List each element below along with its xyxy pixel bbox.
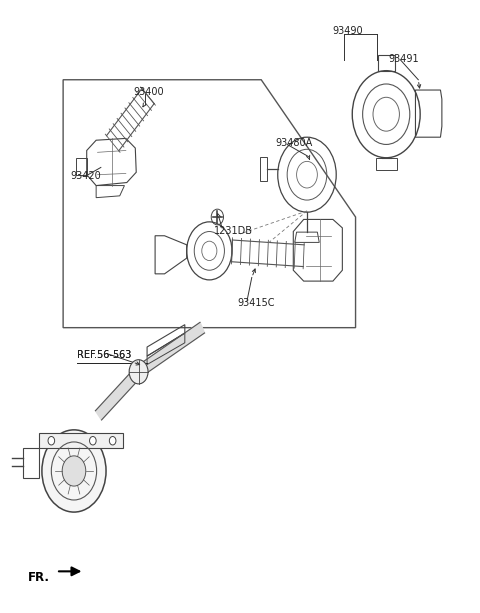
Polygon shape [38,433,123,448]
Circle shape [62,456,86,486]
Circle shape [90,436,96,445]
Text: 93491: 93491 [389,53,419,64]
Circle shape [109,436,116,445]
Text: 93480A: 93480A [276,139,312,148]
Text: REF.56-563: REF.56-563 [77,350,132,360]
Text: 93415C: 93415C [238,299,275,308]
Circle shape [129,360,148,384]
Text: 93490: 93490 [332,26,362,36]
Circle shape [48,436,55,445]
Text: 1231DB: 1231DB [214,226,253,236]
Text: REF.56-563: REF.56-563 [77,350,132,360]
Text: FR.: FR. [28,571,50,584]
Text: 93420: 93420 [70,172,101,181]
Polygon shape [96,367,142,420]
Text: 93400: 93400 [134,87,165,97]
Polygon shape [136,322,204,377]
Circle shape [42,430,106,512]
